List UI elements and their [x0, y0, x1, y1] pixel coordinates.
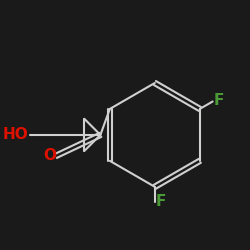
Text: F: F: [214, 93, 224, 108]
Text: HO: HO: [3, 128, 29, 142]
Text: F: F: [156, 194, 166, 209]
Text: O: O: [43, 148, 56, 164]
